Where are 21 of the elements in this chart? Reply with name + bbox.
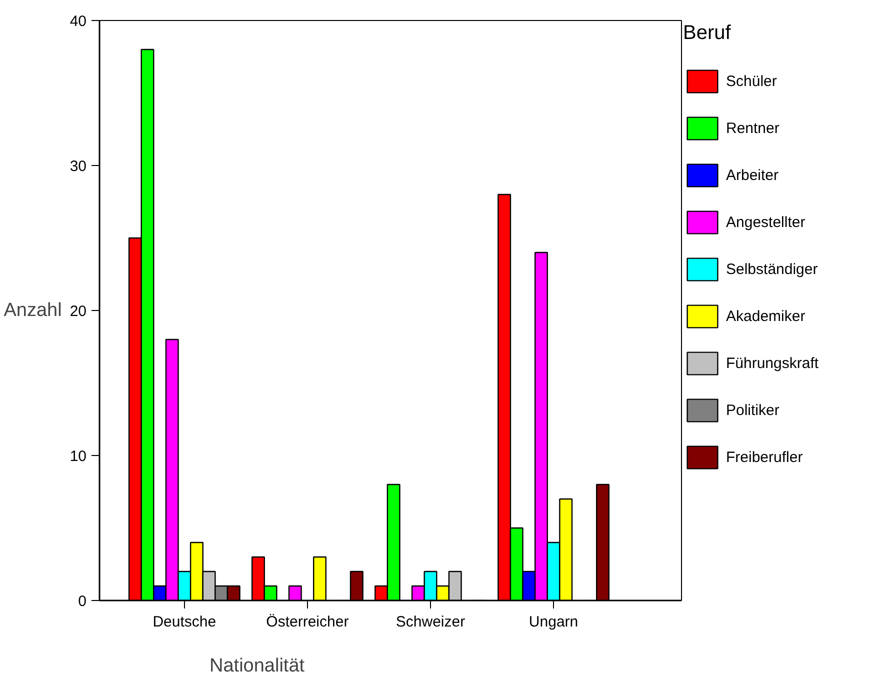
- legend-label: Rentner: [726, 120, 780, 136]
- legend-label: Arbeiter: [726, 166, 779, 184]
- legend-label: Angestellter: [726, 214, 806, 230]
- x-tick-label: Österreicher: [266, 614, 349, 630]
- y-tick-label: 20: [70, 303, 87, 320]
- y-tick-label: 40: [70, 13, 87, 30]
- y-tick-label: 10: [70, 448, 87, 465]
- x-tick-label: Deutsche: [152, 614, 216, 630]
- y-axis-title: Anzahl: [4, 300, 62, 321]
- legend-label: Führungskraft: [726, 354, 819, 372]
- legend-label: Schüler: [726, 72, 777, 90]
- y-tick-label: 0: [78, 593, 86, 610]
- legend-title: Beruf: [683, 22, 732, 45]
- y-tick-label: 30: [70, 158, 87, 175]
- x-axis-title: Nationalität: [210, 656, 306, 676]
- x-tick-label: Schweizer: [396, 614, 466, 630]
- legend-label: Selbständiger: [726, 260, 818, 278]
- x-tick-label: Ungarn: [528, 614, 578, 630]
- legend-label: Freiberufler: [726, 448, 803, 466]
- legend-label: Akademiker: [726, 308, 806, 324]
- legend-label: Politiker: [726, 402, 780, 418]
